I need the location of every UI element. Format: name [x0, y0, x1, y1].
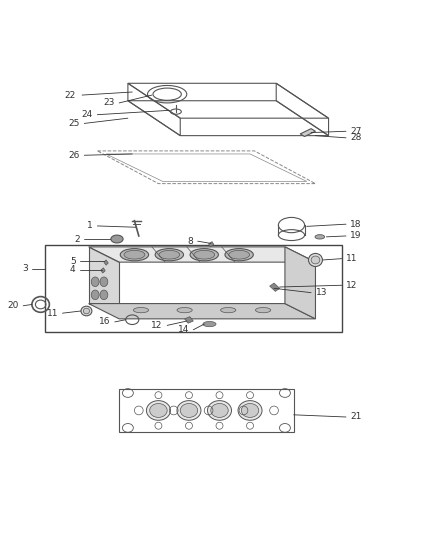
Ellipse shape [190, 248, 218, 261]
Ellipse shape [228, 251, 249, 259]
Text: 13: 13 [315, 288, 326, 297]
Ellipse shape [311, 256, 319, 264]
Polygon shape [88, 304, 315, 319]
Text: 14: 14 [177, 325, 188, 334]
Text: 21: 21 [350, 413, 361, 422]
Ellipse shape [100, 290, 108, 300]
Ellipse shape [314, 235, 324, 239]
Text: 4: 4 [70, 265, 75, 274]
Polygon shape [88, 247, 315, 262]
Ellipse shape [100, 277, 108, 287]
Ellipse shape [124, 251, 145, 259]
Ellipse shape [81, 306, 92, 316]
Ellipse shape [220, 308, 235, 313]
Ellipse shape [91, 290, 99, 300]
Ellipse shape [255, 308, 270, 313]
Text: 16: 16 [99, 317, 110, 326]
Ellipse shape [133, 308, 148, 313]
Polygon shape [88, 247, 119, 304]
Polygon shape [300, 128, 315, 136]
Polygon shape [101, 268, 105, 273]
Ellipse shape [159, 251, 180, 259]
Polygon shape [104, 260, 108, 265]
Ellipse shape [177, 308, 192, 313]
Text: 23: 23 [103, 99, 115, 108]
Text: 2: 2 [74, 235, 80, 244]
Ellipse shape [146, 401, 170, 420]
Ellipse shape [111, 235, 123, 243]
Polygon shape [208, 241, 213, 247]
Ellipse shape [207, 401, 231, 420]
Ellipse shape [237, 401, 261, 420]
Ellipse shape [202, 321, 215, 327]
Ellipse shape [155, 248, 183, 261]
Text: 12: 12 [151, 321, 162, 330]
Text: 11: 11 [345, 254, 357, 263]
Ellipse shape [120, 248, 148, 261]
Polygon shape [184, 317, 193, 323]
Text: 27: 27 [350, 127, 361, 136]
Text: 22: 22 [64, 91, 75, 100]
Polygon shape [269, 283, 279, 292]
Ellipse shape [149, 403, 167, 417]
Ellipse shape [91, 277, 99, 287]
Text: 19: 19 [350, 231, 361, 240]
Text: 25: 25 [68, 119, 80, 128]
Ellipse shape [224, 248, 253, 261]
Polygon shape [284, 247, 315, 319]
Text: 5: 5 [70, 257, 75, 266]
Ellipse shape [83, 308, 89, 314]
Text: 11: 11 [46, 309, 58, 318]
Text: 8: 8 [187, 237, 193, 246]
Text: 1: 1 [87, 221, 93, 230]
Text: 24: 24 [81, 110, 93, 119]
Ellipse shape [193, 251, 214, 259]
Ellipse shape [210, 403, 228, 417]
Ellipse shape [180, 403, 197, 417]
Text: 18: 18 [350, 220, 361, 229]
Text: 20: 20 [7, 301, 19, 310]
Text: 12: 12 [345, 281, 357, 290]
Ellipse shape [308, 253, 322, 266]
Ellipse shape [177, 401, 201, 420]
Text: 26: 26 [68, 151, 80, 160]
Text: 3: 3 [22, 264, 28, 273]
Text: 28: 28 [350, 133, 361, 142]
Ellipse shape [241, 403, 258, 417]
